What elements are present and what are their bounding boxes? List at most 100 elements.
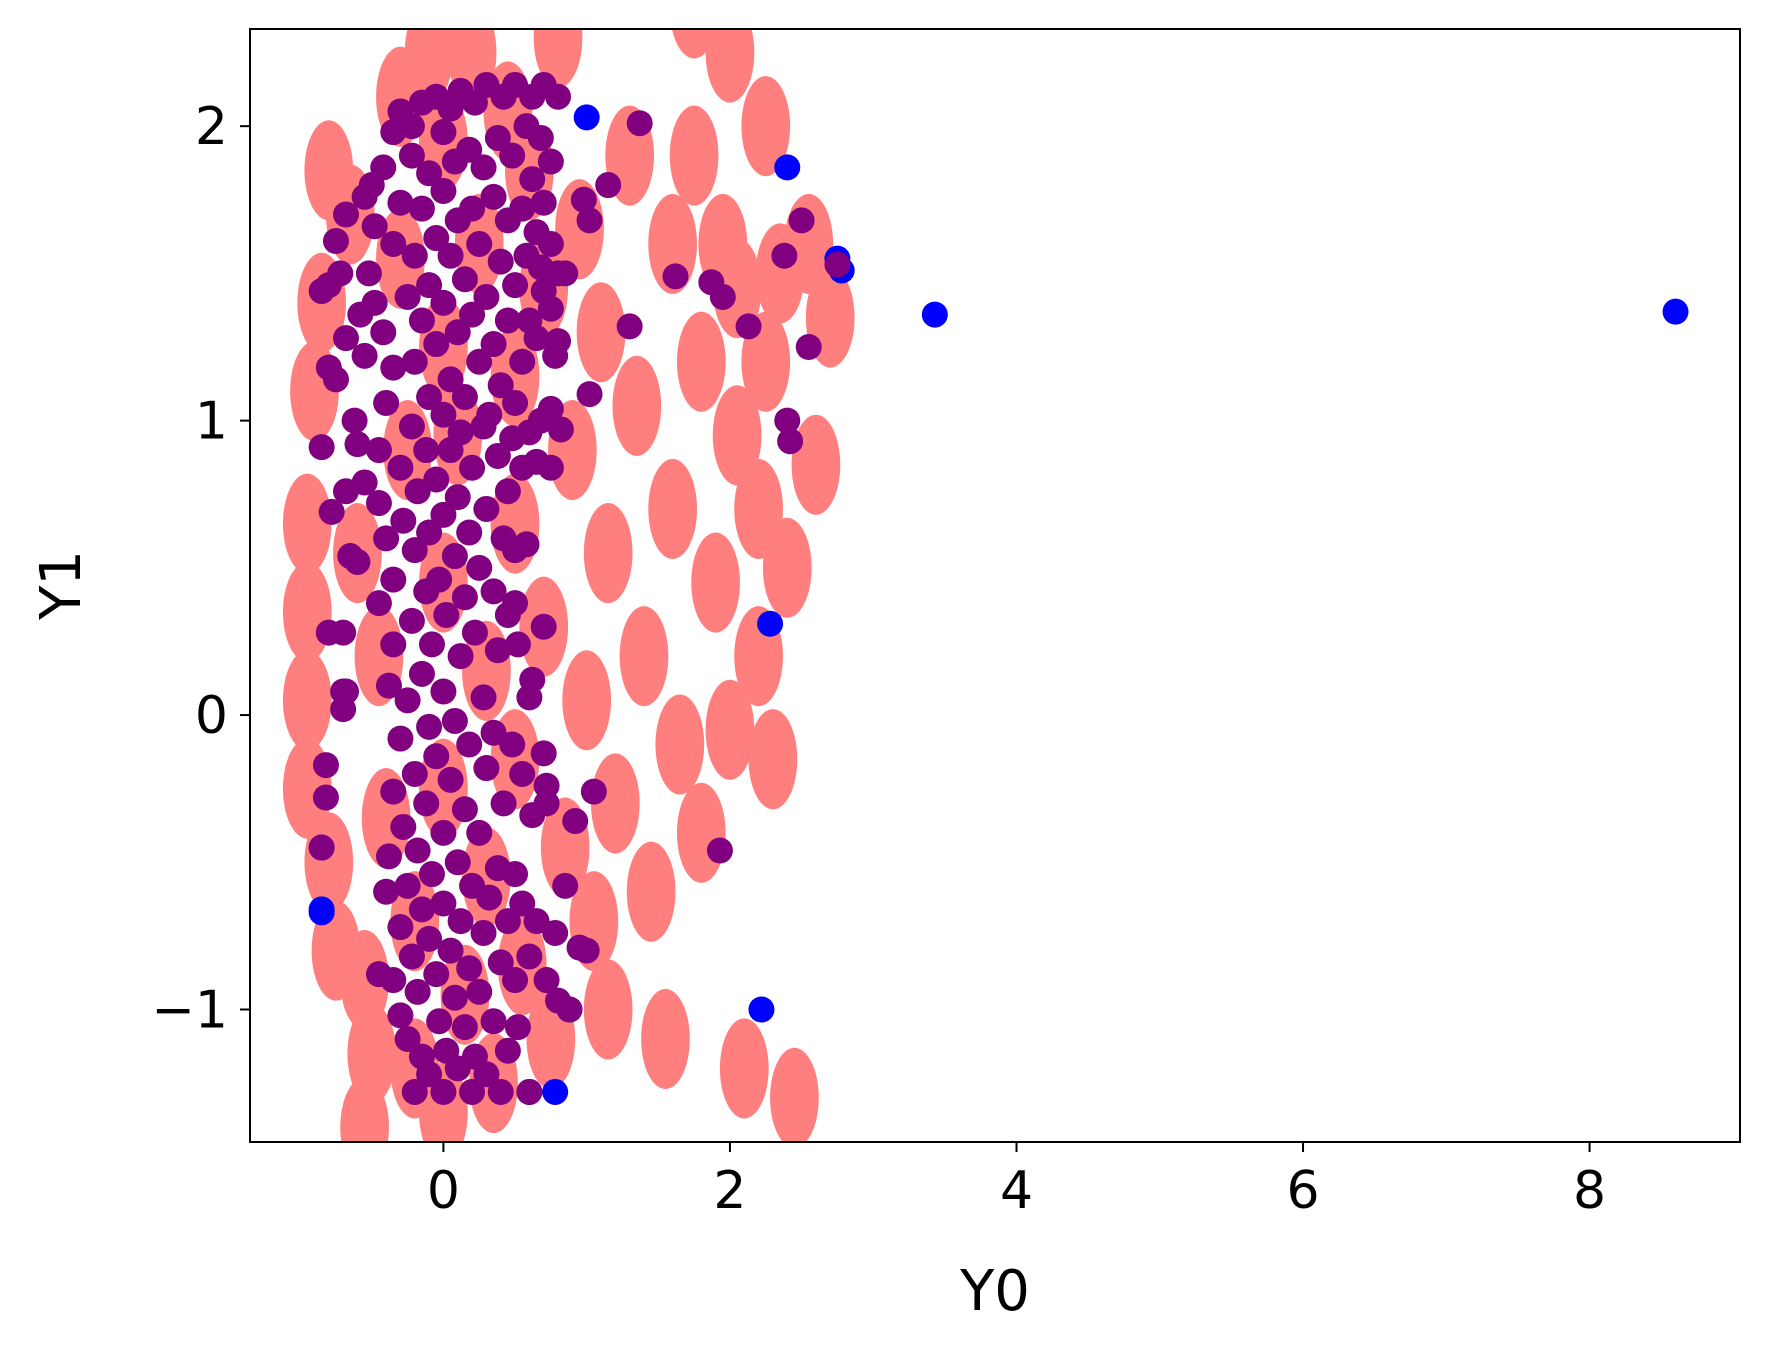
scatter-point — [380, 967, 407, 994]
scatter-point — [451, 1014, 478, 1041]
scatter-point — [473, 495, 500, 522]
scatter-point — [470, 154, 497, 181]
scatter-point — [370, 154, 397, 181]
scatter-point — [404, 478, 431, 505]
scatter-point — [344, 548, 371, 575]
scatter-point — [509, 760, 536, 787]
ellipse-point — [304, 812, 354, 913]
ellipse-point — [583, 959, 633, 1060]
scatter-point — [451, 796, 478, 823]
ellipse-point — [671, 29, 717, 59]
ellipse-point — [282, 561, 332, 663]
scatter-point — [777, 428, 804, 455]
scatter-point — [774, 407, 801, 434]
scatter-point — [398, 113, 425, 140]
scatter-point — [788, 207, 815, 234]
scatter-point — [771, 242, 798, 269]
scatter-point — [473, 1061, 500, 1088]
scatter-point — [373, 525, 400, 552]
scatter-point — [461, 619, 488, 646]
scatter-point — [451, 384, 478, 411]
x-axis-label: Y0 — [959, 1259, 1030, 1324]
ellipse-point — [770, 1047, 819, 1142]
scatter-point — [387, 914, 414, 941]
scatter-point — [527, 124, 554, 151]
scatter-point — [312, 752, 339, 779]
scatter-point — [441, 984, 468, 1011]
scatter-point — [509, 195, 536, 222]
scatter-point — [308, 899, 335, 926]
scatter-point — [456, 519, 483, 546]
scatter-point — [430, 1078, 457, 1105]
ellipse-point — [712, 238, 762, 339]
scatter-point — [398, 413, 425, 440]
scatter-point — [451, 266, 478, 293]
scatter-point — [351, 469, 378, 496]
scatter-point — [404, 837, 431, 864]
scatter-point — [398, 142, 425, 169]
scatter-point — [375, 672, 402, 699]
scatter-point — [398, 943, 425, 970]
scatter-point — [545, 83, 572, 110]
scatter-point — [709, 283, 736, 310]
ellipse-point — [676, 782, 726, 883]
scatter-point — [706, 837, 733, 864]
scatter-point — [430, 819, 457, 846]
scatter-point — [365, 490, 392, 517]
scatter-point — [516, 943, 543, 970]
scatter-point — [748, 996, 775, 1023]
scatter-point — [370, 319, 397, 346]
scatter-point — [308, 834, 335, 861]
scatter-point — [416, 272, 443, 299]
scatter-point — [530, 189, 557, 216]
scatter-point — [390, 507, 417, 534]
scatter-point — [416, 713, 443, 740]
scatter-point — [795, 334, 822, 360]
scatter-point — [308, 434, 335, 461]
scatter-point — [509, 348, 536, 375]
scatter-point — [470, 919, 497, 946]
scatter-point — [456, 136, 483, 163]
scatter-point — [332, 678, 359, 705]
scatter-point — [408, 307, 435, 334]
scatter-point — [484, 637, 511, 664]
scatter-point — [426, 566, 453, 593]
scatter-point — [344, 431, 371, 458]
scatter-point — [375, 843, 402, 870]
ellipse-point — [282, 473, 332, 574]
ellipse-point — [282, 650, 332, 751]
scatter-point — [757, 610, 784, 637]
scatter-point — [416, 1061, 443, 1088]
scatter-point — [487, 1078, 514, 1105]
scatter-point — [394, 1025, 421, 1052]
scatter-point — [394, 687, 421, 714]
scatter-point — [595, 172, 622, 199]
ellipse-point — [669, 105, 719, 206]
y-tick-label: 1 — [195, 392, 228, 452]
scatter-point — [447, 419, 474, 446]
scatter-point — [437, 242, 464, 269]
scatter-point — [408, 660, 435, 687]
scatter-point — [537, 230, 564, 257]
scatter-point — [466, 978, 493, 1005]
scatter-point — [423, 225, 450, 252]
scatter-point — [476, 884, 503, 911]
scatter-point — [365, 590, 392, 617]
ellipse-point — [655, 694, 705, 795]
scatter-point — [444, 319, 471, 346]
scatter-point — [430, 401, 457, 428]
scatter-point — [562, 808, 589, 835]
scatter-point — [351, 342, 378, 369]
ellipse-point — [712, 385, 762, 486]
scatter-point — [322, 228, 349, 254]
scatter-point — [530, 613, 557, 640]
ellipse-point — [641, 988, 690, 1089]
scatter-point — [390, 813, 417, 840]
ellipse-point — [404, 29, 454, 103]
x-tick-label: 0 — [427, 1161, 460, 1221]
scatter-point — [430, 119, 457, 146]
scatter-point — [459, 195, 486, 222]
scatter-point — [312, 784, 339, 811]
scatter-point — [573, 104, 600, 131]
